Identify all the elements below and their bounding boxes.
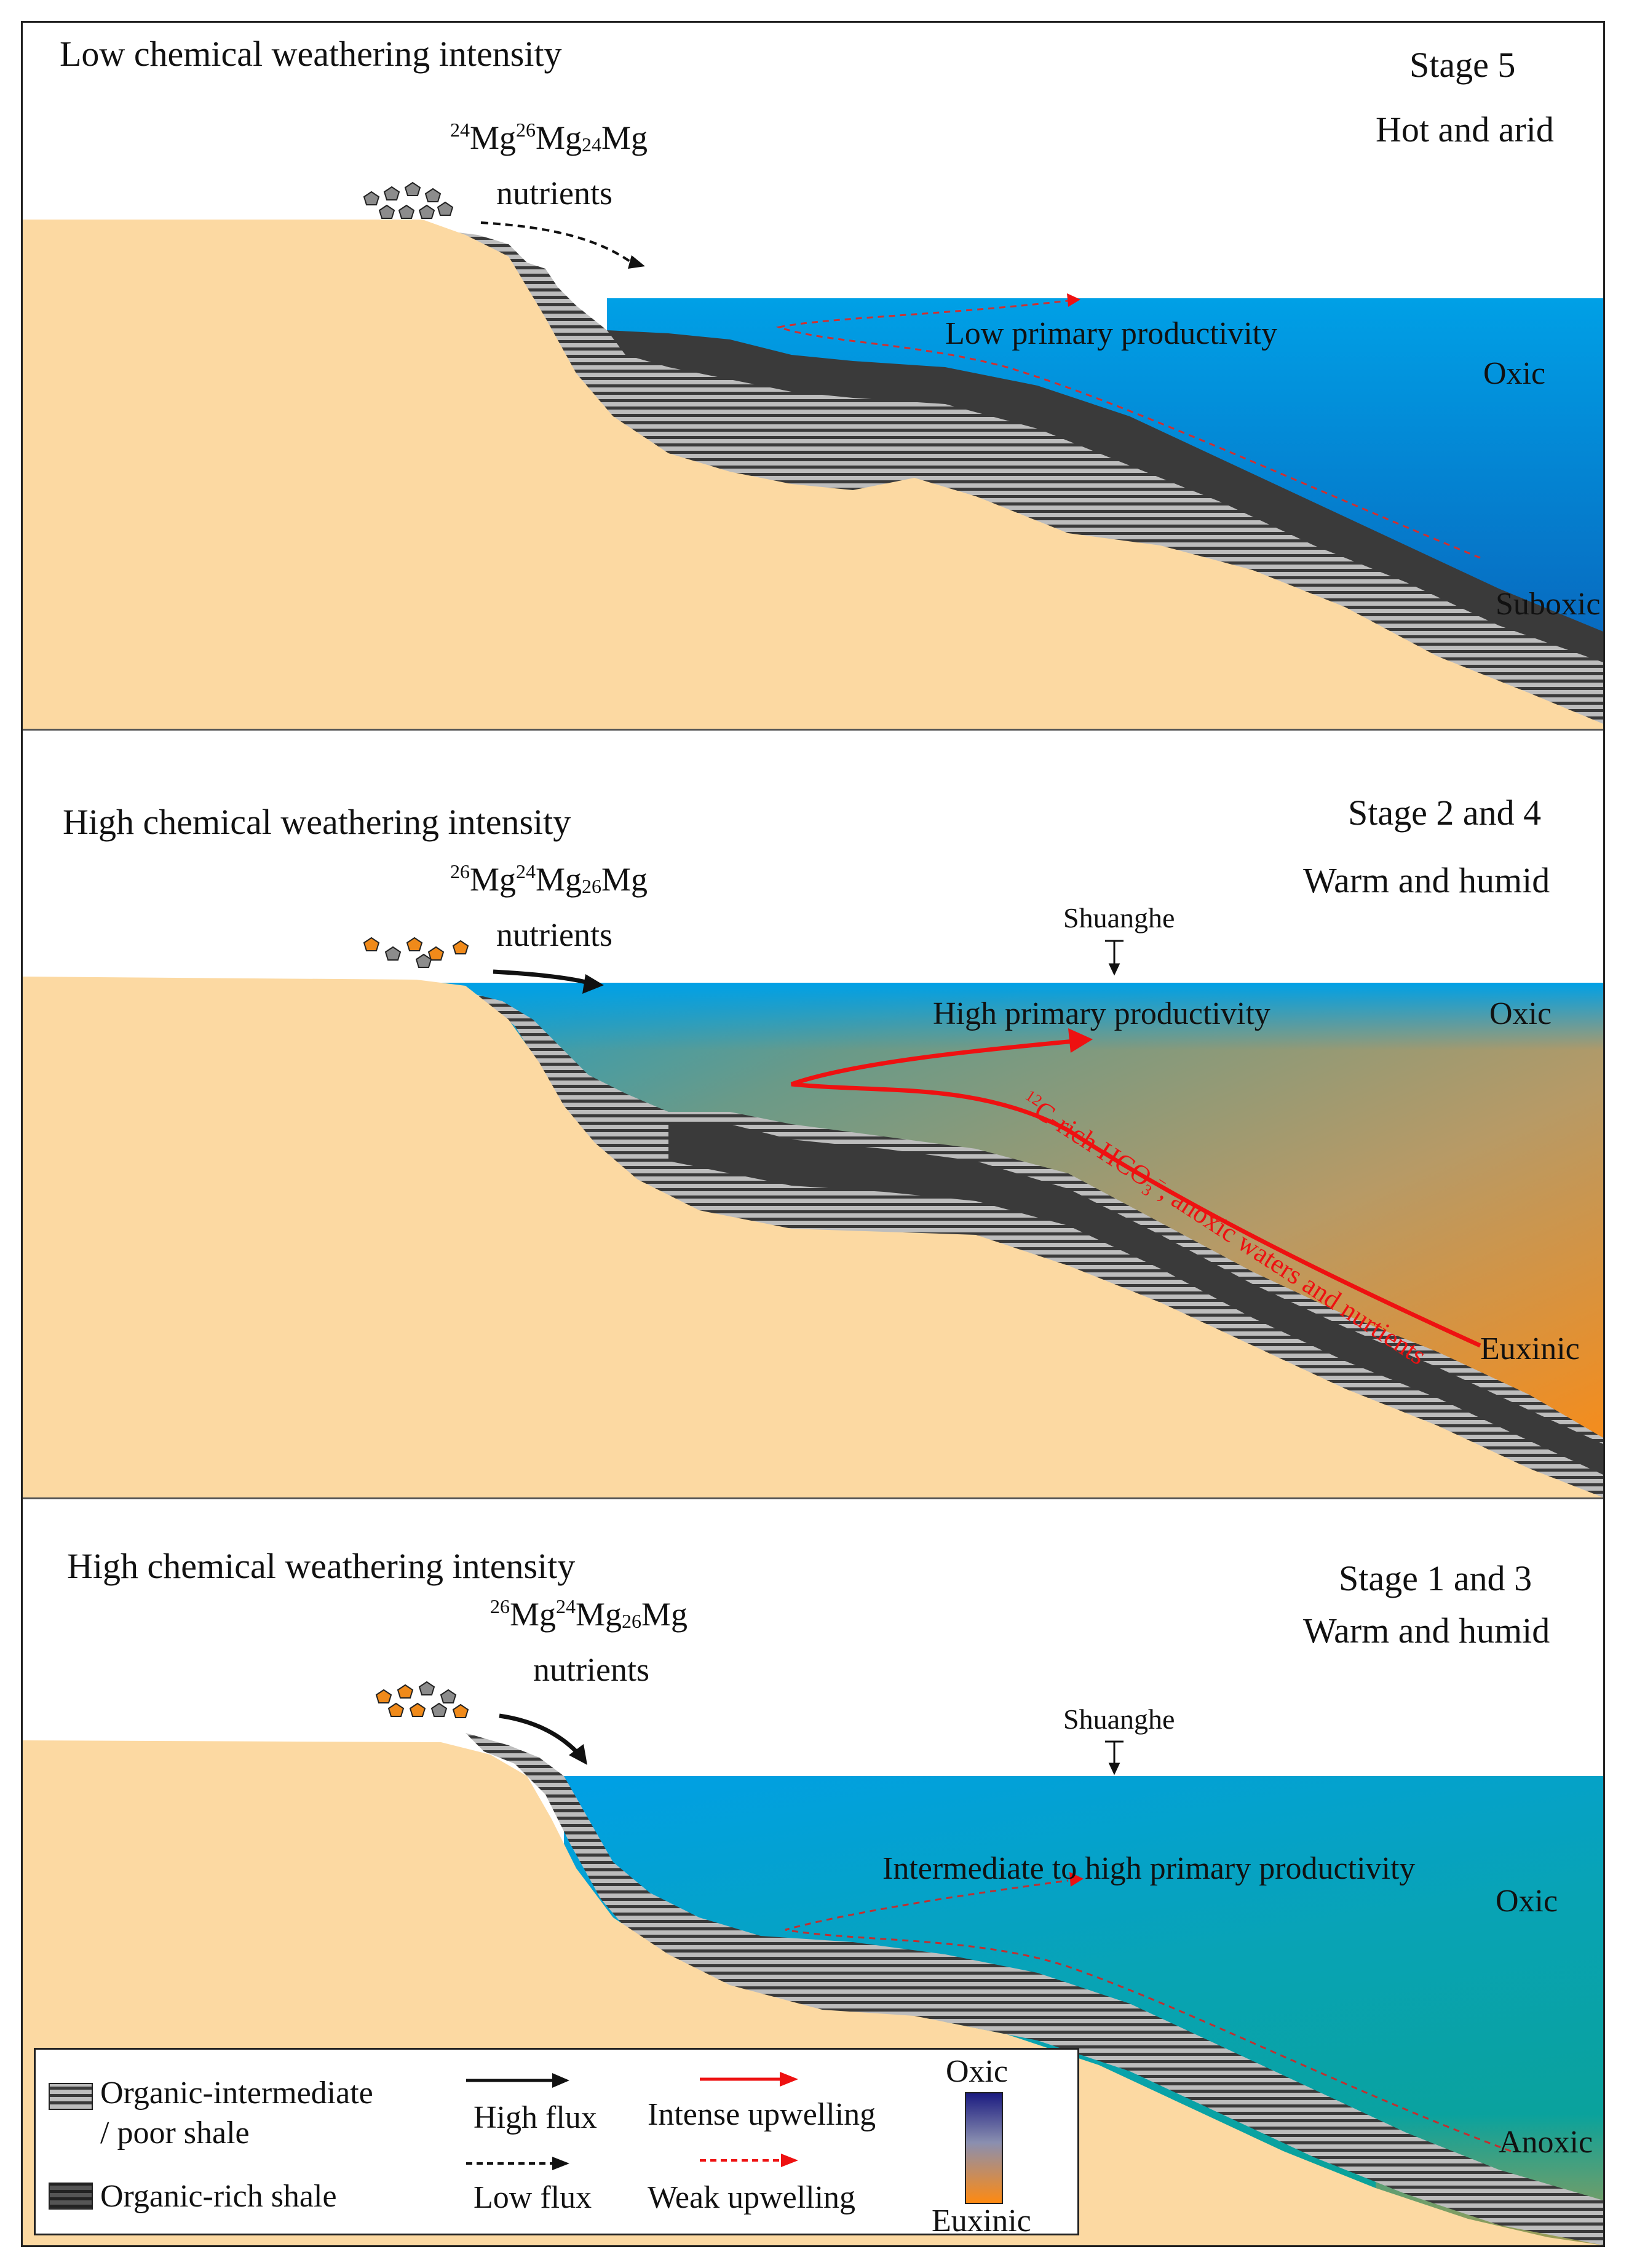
legend-scale-bottom-label: Euxinic — [932, 2203, 1031, 2238]
legend-redox-scale — [965, 2092, 1003, 2204]
legend-symbols — [49, 2072, 1003, 2210]
land — [23, 977, 1603, 1497]
legend-rich-swatch — [49, 2183, 93, 2210]
land — [23, 220, 1603, 729]
stage24-lower-redox: Euxinic — [1480, 1331, 1580, 1366]
mixed-pebbles — [375, 1681, 469, 1718]
stage13-location-label: Shuanghe — [1063, 1703, 1175, 1735]
stage24-location-label: Shuanghe — [1063, 902, 1175, 934]
stage24-productivity-label: High primary productivity — [933, 996, 1270, 1031]
grey-pebbles — [363, 181, 454, 219]
stage5-lower-redox: Suboxic — [1496, 587, 1601, 622]
legend-intense-upwelling-label: Intense upwelling — [648, 2097, 876, 2132]
legend-intermediate-label-1: Organic-intermediate — [100, 2076, 373, 2111]
legend: Organic-intermediate / poor shale Organi… — [34, 2048, 1079, 2238]
stage24-stage-label: Stage 2 and 4 — [1348, 793, 1542, 833]
shuanghe-marker — [1105, 940, 1124, 976]
panel-stage5: Low chemical weathering intensity Stage … — [23, 23, 1603, 729]
shuanghe-marker — [1105, 1740, 1124, 1775]
stage24-cross-section — [23, 937, 1603, 1497]
legend-scale-top-label: Oxic — [946, 2054, 1009, 2089]
ocean-surface-layer — [416, 983, 1603, 1050]
stage13-climate: Warm and humid — [1303, 1611, 1550, 1651]
stage13-upper-redox: Oxic — [1496, 1884, 1558, 1919]
mixed-pebbles — [363, 937, 469, 968]
panel-stage13: High chemical weathering intensity Stage… — [23, 1499, 1603, 2245]
weak-upwelling-arrow — [775, 299, 1481, 559]
legend-rich-label: Organic-rich shale — [100, 2179, 337, 2214]
stage5-weathering-title: Low chemical weathering intensity — [60, 34, 562, 74]
stage13-lower-redox: Anoxic — [1499, 2125, 1593, 2160]
high-flux-arrowhead — [569, 1744, 587, 1765]
panel-stage24: High chemical weathering intensity Stage… — [23, 731, 1603, 1497]
low-flux-arrowhead — [628, 255, 645, 269]
stage24-nutrients-label: nutrients — [496, 916, 612, 953]
stage13-stage-label: Stage 1 and 3 — [1339, 1558, 1532, 1598]
intense-upwelling-arrowhead — [1068, 1028, 1093, 1053]
figure-frame — [21, 21, 1605, 2247]
high-flux-arrowhead — [582, 974, 604, 994]
stage5-stage-label: Stage 5 — [1409, 45, 1516, 85]
stage24-mg-isotopes: 26Mg24Mg26Mg — [450, 860, 648, 898]
intermediate-shale-layer — [453, 989, 1603, 1497]
legend-weak-upwelling-label: Weak upwelling — [648, 2180, 856, 2215]
stage13-productivity-label: Intermediate to high primary productivit… — [882, 1851, 1416, 1886]
low-flux-arrow — [480, 221, 633, 264]
weak-upwelling-arrow — [785, 1879, 1512, 2152]
stage5-cross-section — [23, 181, 1603, 729]
stage13-nutrients-label: nutrients — [533, 1651, 649, 1688]
panel-divider-2 — [23, 1497, 1603, 1499]
stage13-mg-isotopes: 26Mg24Mg26Mg — [490, 1595, 688, 1633]
high-flux-arrow — [493, 969, 589, 985]
stage13-cross-section — [23, 1681, 1603, 2245]
organic-rich-shale-layer — [607, 330, 1603, 662]
stage24-upper-redox: Oxic — [1489, 996, 1552, 1031]
legend-intermediate-swatch — [49, 2083, 93, 2110]
panel-divider-1 — [23, 729, 1603, 731]
stage13-weathering-title: High chemical weathering intensity — [67, 1546, 576, 1586]
stage24-climate: Warm and humid — [1303, 860, 1550, 900]
intense-upwelling-arrow — [790, 1039, 1481, 1348]
stage5-upper-redox: Oxic — [1483, 356, 1546, 391]
stage24-weathering-title: High chemical weathering intensity — [63, 802, 571, 842]
stage5-productivity-label: Low primary productivity — [945, 316, 1278, 351]
legend-low-flux-label: Low flux — [474, 2180, 592, 2215]
high-flux-arrow — [499, 1713, 578, 1753]
legend-intermediate-label-2: / poor shale — [100, 2115, 250, 2151]
stage5-nutrients-label: nutrients — [496, 175, 612, 212]
organic-rich-shale-layer — [668, 1124, 1603, 1475]
stage5-mg-isotopes: 24Mg26Mg24Mg — [450, 119, 648, 156]
intermediate-shale-layer — [466, 1733, 1603, 2245]
weak-upwelling-arrowhead — [1069, 1872, 1084, 1887]
intermediate-shale-layer — [453, 232, 1603, 729]
weak-upwelling-arrowhead — [1067, 293, 1080, 307]
legend-high-flux-label: High flux — [474, 2100, 597, 2135]
stage5-climate: Hot and arid — [1376, 109, 1554, 149]
